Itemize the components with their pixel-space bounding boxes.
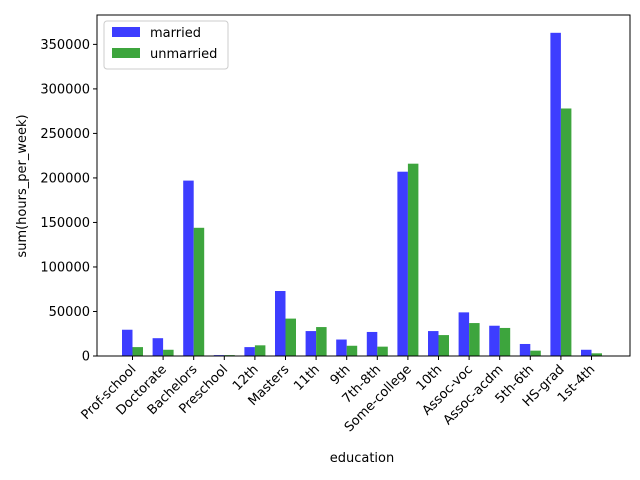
bar-married-Doctorate [152, 338, 164, 356]
legend-label-unmarried: unmarried [150, 47, 217, 62]
bar-unmarried-7th-8th [377, 346, 388, 356]
bar-married-12th [244, 347, 255, 356]
bars-group [122, 32, 602, 357]
bar-unmarried-Bachelors [193, 227, 205, 356]
y-tick-label: 200000 [40, 171, 90, 186]
bar-married-7th-8th [366, 331, 378, 356]
bar-unmarried-12th [254, 345, 266, 356]
bar-unmarried-Prof-school [132, 347, 143, 356]
bar-unmarried-Masters [285, 318, 296, 356]
bar-unmarried-Doctorate [163, 349, 174, 356]
bar-unmarried-1st-4th [591, 353, 602, 356]
legend: married unmarried [103, 20, 229, 70]
bar-married-Some-college [397, 171, 408, 356]
bar-married-11th [305, 331, 317, 356]
bar-married-Masters [275, 291, 286, 356]
bar-married-10th [428, 331, 439, 356]
x-axis-label: education [330, 451, 395, 466]
y-tick-label: 250000 [40, 127, 90, 142]
legend-swatch-unmarried [112, 48, 140, 58]
y-axis: 0 50000 100000 150000 200000 250000 300000 3500… [40, 38, 97, 365]
bar-married-9th [336, 339, 347, 356]
bar-unmarried-Assoc-acdm [499, 327, 511, 356]
plot-frame [96, 14, 631, 357]
y-tick-label: 0 [82, 350, 90, 365]
bar-unmarried-10th [438, 335, 449, 356]
bar-unmarried-HS-grad [560, 108, 572, 357]
y-tick-label: 300000 [40, 82, 90, 97]
bar-unmarried-Some-college [407, 163, 419, 356]
y-axis-label: sum(hours_per_week) [15, 114, 30, 257]
bar-married-1st-4th [581, 349, 592, 356]
legend-label-married: married [150, 26, 201, 41]
y-tick-label: 50000 [49, 305, 90, 320]
y-tick-label: 350000 [40, 38, 90, 53]
bar-married-Assoc-acdm [489, 325, 500, 356]
bar-unmarried-5th-6th [530, 350, 541, 356]
y-tick-label: 150000 [40, 216, 90, 231]
bar-married-Prof-school [122, 329, 133, 356]
bar-married-5th-6th [519, 343, 531, 356]
bar-unmarried-11th [316, 327, 327, 356]
bar-unmarried-9th [346, 345, 358, 356]
bar-married-Bachelors [183, 180, 194, 356]
bar-unmarried-Assoc-voc [469, 323, 480, 356]
bar-married-HS-grad [550, 32, 561, 357]
bar-married-Assoc-voc [458, 312, 470, 356]
legend-swatch-married [112, 27, 140, 37]
y-tick-label: 100000 [40, 260, 90, 275]
